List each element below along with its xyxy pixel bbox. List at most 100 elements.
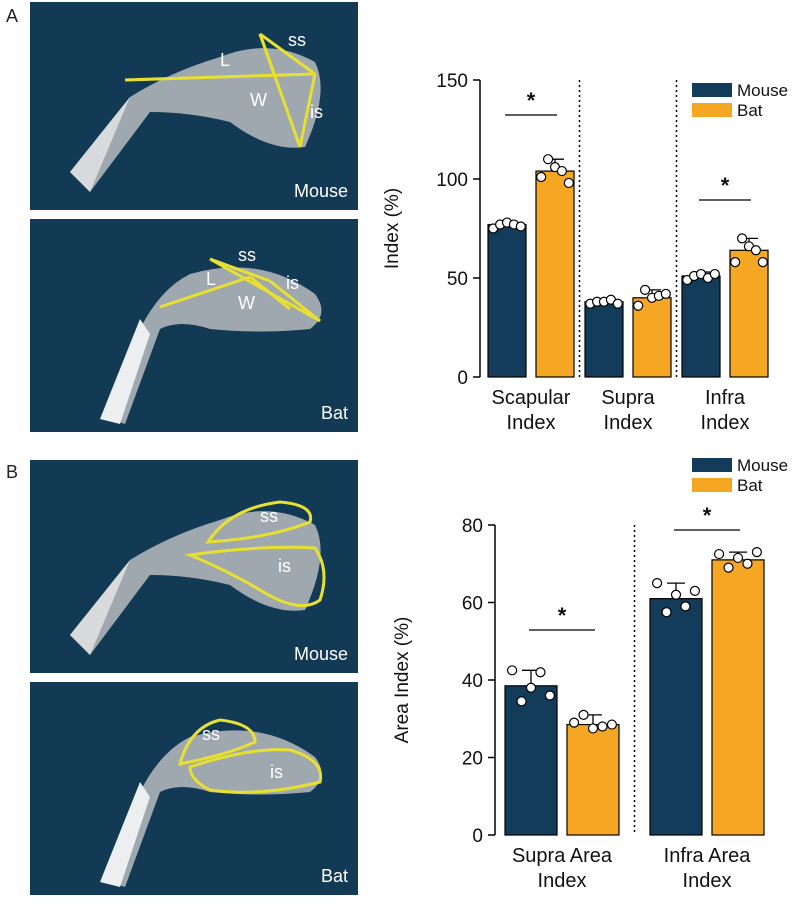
chart-a-significance-star: *	[721, 173, 730, 198]
chart-a-data-point	[556, 165, 568, 177]
chart-a-data-point	[633, 300, 644, 311]
chart-a-data-point	[660, 288, 671, 299]
bat-label-is: is	[286, 273, 299, 293]
chart-b-data-point	[732, 552, 744, 564]
chart-b-category-label: Index	[538, 870, 587, 892]
mouse-label-ss: ss	[288, 30, 306, 50]
chart-b-data-point	[742, 558, 753, 569]
bat-area-label-is: is	[270, 762, 283, 782]
chart-b-bar-bat	[711, 559, 765, 836]
chart-b-bar-mouse	[649, 598, 703, 836]
chart-b-data-point	[568, 717, 580, 728]
mouse-area-label-ss: ss	[260, 506, 278, 526]
bat-scapula-areas-image: ss is Bat	[30, 682, 358, 895]
chart-a-data-point	[709, 268, 720, 280]
chart-a: 0 50 100 150 Index (%) Scapular Index * Supra Ind…	[370, 0, 800, 450]
chart-b-data-point	[670, 589, 682, 600]
chart-b-legend-swatch-mouse	[692, 458, 732, 472]
mouse-scapula-areas-image: ss is Mouse	[30, 460, 358, 673]
chart-b-significance-star: *	[558, 603, 567, 628]
chart-a-data-point	[736, 233, 748, 244]
bat-label-ss: ss	[238, 245, 256, 265]
chart-b-y-tick-label: 0	[472, 826, 483, 847]
bat-scapula-areas-drawing	[100, 718, 323, 887]
chart-a-category-label: Scapular	[492, 387, 571, 409]
chart-a-bar-mouse	[487, 223, 527, 378]
chart-a-bar-bat	[535, 170, 575, 378]
chart-b-category-label: Index	[683, 870, 732, 892]
chart-b-data-point	[723, 562, 734, 573]
chart-a-category-label: Index	[701, 412, 750, 434]
chart-b-svg: 0 20 40 60 80 Area Index (%) Supra Area Index * I…	[392, 456, 788, 892]
chart-a-bar-bat	[632, 297, 672, 378]
chart-a-category-label: Infra	[705, 387, 746, 409]
chart-b-bar-mouse	[504, 685, 558, 836]
chart-a-y-tick-label: 150	[436, 71, 468, 92]
chart-b-y-tick-label: 60	[462, 594, 483, 615]
mouse-scapula-areas-drawing	[70, 500, 326, 655]
mouse-label-l: L	[220, 50, 231, 70]
chart-a-data-point	[757, 257, 768, 268]
chart-a-data-point	[730, 257, 741, 268]
chart-b-data-point	[535, 667, 546, 678]
chart-b: 0 20 40 60 80 Area Index (%) Supra Area Index * I…	[370, 450, 800, 900]
chart-b-y-axis-label: Area Index (%)	[392, 617, 413, 744]
chart-b-legend-swatch-bat	[692, 478, 732, 492]
panel-letter-a: A	[6, 6, 19, 26]
mouse-scapula-lines-drawing	[70, 32, 321, 192]
chart-b-data-point	[751, 547, 763, 558]
chart-b-y-tick-label: 80	[462, 516, 483, 537]
chart-a-bar-mouse	[681, 275, 721, 378]
chart-a-bar-mouse	[584, 301, 624, 378]
chart-a-legend-swatch-bat	[692, 103, 732, 117]
image-caption: Mouse	[293, 644, 348, 664]
chart-a-category-label: Index	[507, 412, 556, 434]
mouse-scapula-lines-image: L ss W is Mouse	[30, 2, 358, 210]
chart-b-legend-label-bat: Bat	[737, 476, 763, 495]
bat-label-l: L	[206, 269, 217, 289]
chart-a-legend-label-bat: Bat	[737, 101, 763, 120]
chart-b-data-point	[506, 665, 518, 676]
chart-a-y-tick-label: 50	[447, 269, 468, 290]
chart-a-category-label: Index	[604, 412, 653, 434]
mouse-label-w: W	[250, 90, 267, 110]
chart-b-data-point	[587, 723, 599, 734]
mouse-label-is: is	[310, 102, 323, 122]
chart-b-category-label: Infra Area	[664, 845, 752, 867]
chart-b-data-point	[606, 719, 618, 730]
chart-a-category-label: Supra	[601, 387, 655, 409]
chart-b-y-tick-label: 40	[462, 671, 483, 692]
chart-b-significance-star: *	[703, 503, 712, 528]
chart-b-data-point	[651, 578, 663, 589]
chart-b-bar-bat	[566, 723, 620, 836]
chart-b-data-point	[597, 721, 608, 732]
bat-scapula-lines-drawing	[100, 257, 322, 424]
chart-b-data-point	[713, 548, 725, 560]
chart-b-data-point	[661, 607, 672, 618]
chart-a-bar-bat	[729, 249, 769, 378]
chart-a-y-axis-label: Index (%)	[382, 188, 403, 269]
chart-a-data-point	[515, 221, 526, 232]
chart-a-y-tick-label: 100	[436, 170, 468, 191]
chart-a-svg: 0 50 100 150 Index (%) Scapular Index * Supra Ind…	[382, 71, 788, 434]
chart-b-data-point	[680, 601, 691, 612]
chart-b-data-point	[516, 696, 527, 707]
bat-label-w: W	[238, 293, 255, 313]
chart-b-data-point	[544, 690, 556, 701]
image-caption: Bat	[320, 866, 348, 886]
chart-a-data-point	[639, 284, 651, 295]
image-caption: Mouse	[293, 181, 348, 201]
mouse-area-label-is: is	[278, 556, 291, 576]
chart-a-data-point	[612, 298, 623, 309]
panel-letter-b: B	[6, 462, 19, 482]
chart-b-data-point	[689, 585, 701, 596]
chart-a-data-point	[542, 154, 554, 165]
image-caption: Bat	[320, 403, 348, 423]
bat-scapula-lines-image: L ss is W Bat	[30, 219, 358, 432]
chart-b-data-point	[578, 709, 589, 720]
chart-b-y-tick-label: 20	[462, 749, 483, 770]
chart-a-legend-label-mouse: Mouse	[737, 81, 788, 100]
chart-a-significance-star: *	[527, 88, 536, 113]
chart-a-legend-swatch-mouse	[692, 83, 732, 97]
chart-a-y-tick-label: 0	[457, 368, 468, 389]
